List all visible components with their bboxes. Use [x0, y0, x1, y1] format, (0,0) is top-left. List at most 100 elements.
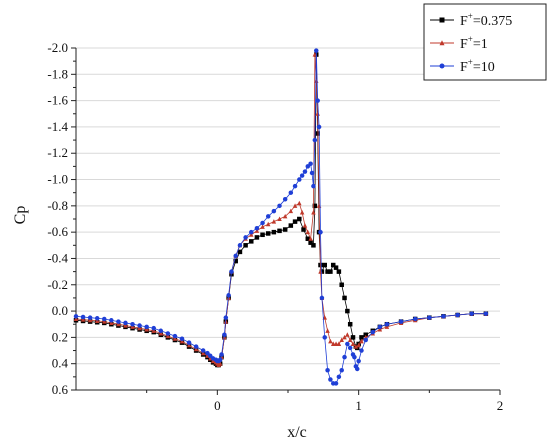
- data-point: [260, 232, 265, 238]
- data-point: [158, 328, 164, 334]
- data-point: [328, 269, 333, 274]
- data-point: [308, 236, 313, 241]
- y-tick-label: 0.2: [52, 329, 68, 344]
- series-layer: [73, 48, 489, 386]
- data-point: [87, 317, 93, 323]
- data-point: [319, 295, 325, 301]
- y-axis-title: Cp: [12, 206, 29, 225]
- data-point: [277, 216, 282, 222]
- data-point: [123, 323, 128, 328]
- data-point: [355, 366, 360, 372]
- data-point: [186, 342, 192, 348]
- data-point: [179, 338, 185, 344]
- data-point: [137, 325, 142, 331]
- y-tick-label: -1.2: [47, 145, 68, 160]
- data-point: [172, 333, 178, 339]
- series-3: [73, 48, 489, 386]
- data-point: [158, 330, 164, 336]
- data-point: [151, 328, 156, 333]
- data-point: [109, 318, 114, 323]
- data-point: [233, 258, 238, 264]
- data-point: [455, 312, 460, 318]
- data-point: [249, 232, 254, 237]
- data-point: [217, 357, 223, 362]
- y-tick-label: -0.6: [47, 224, 68, 239]
- data-point: [353, 344, 359, 349]
- data-point: [347, 337, 353, 343]
- data-point: [102, 319, 107, 324]
- data-point: [277, 228, 282, 234]
- data-point: [311, 209, 316, 215]
- x-tick-label: 2: [497, 398, 504, 413]
- data-point: [144, 324, 149, 330]
- legend-box: [423, 3, 547, 81]
- series-2: [73, 52, 489, 368]
- data-point: [339, 282, 344, 288]
- data-point: [226, 293, 231, 298]
- data-point: [249, 229, 254, 235]
- legend-entry-3: F+=10: [430, 57, 495, 75]
- data-point: [151, 325, 156, 331]
- data-point: [441, 314, 446, 319]
- data-point: [73, 316, 79, 321]
- x-axis-title: x/c: [287, 424, 307, 441]
- data-point: [333, 381, 339, 386]
- data-point: [292, 203, 298, 208]
- data-point: [288, 208, 294, 214]
- legend: F+=0.375 F+=1 F+=10: [423, 3, 547, 81]
- data-point: [309, 170, 315, 176]
- data-point: [165, 333, 171, 339]
- data-point: [265, 221, 271, 227]
- data-point: [308, 240, 313, 245]
- data-point: [330, 262, 336, 268]
- data-point: [347, 345, 353, 351]
- legend-entry-1: F+=0.375: [430, 11, 512, 29]
- data-point: [243, 235, 248, 240]
- x-tick-label: 1: [355, 398, 362, 413]
- data-point: [427, 315, 432, 320]
- data-point: [483, 311, 489, 316]
- legend-label: F+=1: [460, 34, 488, 52]
- data-point: [186, 340, 192, 345]
- data-point: [318, 229, 323, 235]
- data-point: [116, 319, 121, 324]
- data-point: [288, 190, 294, 195]
- data-point: [109, 320, 114, 325]
- data-point: [311, 183, 316, 189]
- data-point: [412, 316, 418, 322]
- data-point: [217, 361, 223, 366]
- data-point: [325, 269, 330, 274]
- data-point: [260, 224, 265, 229]
- y-tick-label: -2.0: [47, 40, 68, 55]
- data-point: [144, 326, 149, 332]
- data-point: [336, 374, 342, 380]
- data-point: [297, 200, 302, 206]
- data-point: [312, 203, 318, 209]
- data-point: [384, 324, 390, 329]
- data-point: [243, 243, 248, 248]
- data-point: [356, 358, 361, 364]
- data-point: [315, 98, 320, 103]
- data-point: [301, 227, 306, 232]
- data-point: [282, 197, 288, 202]
- data-point: [130, 321, 135, 327]
- data-point: [398, 319, 404, 324]
- data-point: [271, 219, 277, 224]
- data-point: [210, 358, 216, 364]
- data-point: [254, 228, 260, 233]
- data-point: [200, 348, 206, 353]
- y-tick-label: -0.8: [47, 198, 68, 213]
- data-point: [359, 338, 364, 344]
- data-point: [325, 368, 330, 373]
- data-point: [137, 323, 142, 328]
- data-point: [165, 331, 171, 336]
- legend-marker: [439, 17, 445, 23]
- data-point: [87, 315, 93, 320]
- data-point: [254, 235, 260, 240]
- data-point: [302, 223, 308, 228]
- data-point: [299, 173, 305, 178]
- data-point: [359, 348, 364, 353]
- data-point: [305, 236, 311, 241]
- y-tick-label: -1.4: [47, 119, 68, 134]
